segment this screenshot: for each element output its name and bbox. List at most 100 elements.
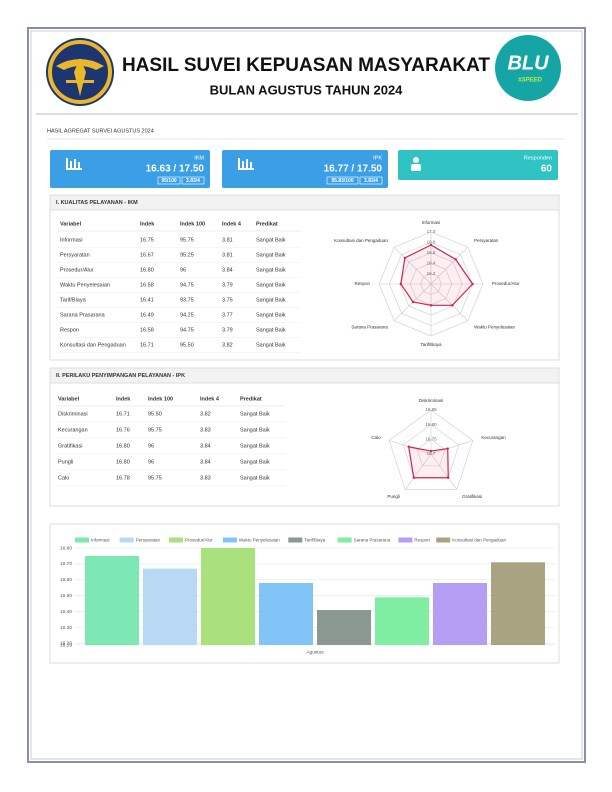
legend-swatch	[288, 537, 303, 543]
table-cell: 95.25	[180, 252, 194, 258]
header-subtitle: BULAN AGUSTUS TAHUN 2024	[210, 82, 404, 97]
legend-swatch	[75, 537, 89, 543]
x-tick-label: Agustus	[306, 649, 324, 655]
radar-tick-label: 16.8	[427, 240, 436, 245]
card-badge	[157, 176, 181, 185]
header-title: HASIL SUVEI KEPUASAN MASYARAKAT	[122, 55, 490, 76]
svg-text:#SPEED: #SPEED	[518, 78, 542, 84]
radar-spoke	[430, 440, 473, 455]
logo-left	[46, 38, 114, 106]
bar	[317, 610, 371, 645]
table-cell: 94.75	[180, 327, 194, 333]
card-value: 60	[541, 164, 553, 175]
radar-label: Pungli	[387, 494, 400, 499]
legend-swatch	[169, 537, 183, 543]
legend-label: Konsultasi dan Pengaduan	[452, 537, 506, 542]
card-badge	[181, 176, 205, 185]
table-cell: Sangat Baik	[256, 312, 286, 318]
table-cell: 95.75	[148, 427, 162, 433]
radar-tick-label: 16.80	[425, 422, 437, 427]
legend-swatch	[398, 537, 413, 543]
radar-point	[407, 445, 410, 448]
legend-swatch	[222, 537, 237, 543]
legend-label: Respon	[414, 537, 430, 542]
table-cell: 16.58	[140, 282, 154, 288]
table-cell: 16.76	[116, 427, 130, 433]
table-header: Variabel	[58, 396, 80, 402]
radar-label: Diskriminasi	[419, 398, 443, 403]
y-tick-label: 16.20	[60, 641, 72, 647]
bar	[201, 548, 255, 645]
table-cell: 3.81	[222, 237, 233, 243]
bar	[375, 597, 429, 645]
radar-tick-label: 16.4	[427, 260, 436, 265]
table-title: II. PERILAKU PENYIMPANGAN PELAYANAN - IP…	[56, 373, 185, 379]
table-cell: 95.50	[180, 342, 194, 348]
table-cell: 16.49	[140, 312, 154, 318]
legend-label: Persyaratan	[136, 537, 161, 542]
page-border-inner	[30, 30, 583, 760]
panel-ikm-header	[49, 194, 560, 211]
radar-label: Gratifikasi	[462, 494, 482, 499]
table-cell: 94.25	[180, 312, 194, 318]
table-cell: 16.67	[140, 252, 154, 258]
radar-label: Sarana Prasarana	[351, 324, 388, 329]
card-icons	[66, 157, 421, 171]
radar-grid	[416, 438, 446, 467]
radar-spoke	[430, 453, 458, 490]
y-tick-label: 16.30	[60, 625, 72, 631]
legend-label: Sarana Prasarana	[354, 537, 391, 542]
radar-grid	[388, 409, 474, 490]
bar	[491, 562, 545, 645]
table-cell: 16.71	[116, 411, 130, 417]
table-cell: Sangat Baik	[256, 327, 286, 333]
table-cell: 93.75	[180, 297, 194, 303]
radar-point	[451, 304, 454, 307]
table-cell: Sangat Baik	[256, 297, 286, 303]
table-cell: Respon	[60, 327, 79, 333]
table-cell: Sangat Baik	[256, 252, 286, 258]
section-title: HASIL AGREGAT SURVEI AGUSTUS 2024	[47, 128, 154, 134]
table-header: Indek	[140, 221, 155, 227]
table-cell: Persyaratan	[60, 252, 90, 258]
radar-point	[446, 447, 449, 450]
table-header: Variabel	[60, 221, 82, 227]
table-cell: 95.75	[148, 475, 162, 481]
radar-point	[399, 282, 403, 286]
table-header: Indek	[116, 396, 131, 402]
table-cell: 3.77	[222, 312, 233, 318]
card-badge	[326, 176, 359, 185]
logo-right: BLU #SPEED	[495, 35, 561, 101]
card-responden	[398, 150, 558, 180]
table-cell: 3.84	[200, 443, 211, 449]
radar-tick-label: 16.6	[427, 250, 436, 255]
table-cell: Sangat Baik	[240, 475, 270, 481]
radar-point	[429, 449, 433, 453]
card-label: Responden	[524, 155, 552, 161]
radar-label: Tarif/Biaya	[420, 342, 442, 347]
bar	[85, 555, 139, 645]
table-title: I. KUALITAS PELAYANAN - IKM	[56, 200, 138, 206]
panel-ipk	[49, 367, 560, 507]
table-cell: Waktu Penyelesaian	[60, 282, 110, 288]
legend-label: Prosedur/Alur	[185, 537, 213, 542]
radar-spoke	[430, 283, 468, 321]
table-cell: Sangat Baik	[240, 427, 270, 433]
table-cell: 3.84	[222, 267, 233, 273]
card-ipk	[222, 150, 388, 188]
table-cell: 16.80	[116, 443, 130, 449]
bar	[143, 568, 197, 645]
bar	[259, 582, 313, 645]
table-cell: 3.79	[222, 282, 233, 288]
table-cell: Konsultasi dan Pengaduan	[60, 342, 126, 348]
radar-point	[447, 476, 450, 479]
table-cell: Sangat Baik	[256, 267, 286, 273]
radar-point	[471, 282, 474, 286]
table-cell: Kecurangan	[58, 427, 88, 433]
legend-label: Waktu Penyelesaian	[239, 537, 280, 542]
bar	[433, 582, 487, 645]
radar-point	[429, 304, 433, 307]
card-badge	[359, 176, 383, 185]
radar-label: Respon	[354, 281, 370, 286]
table-cell: 16.41	[140, 297, 154, 303]
